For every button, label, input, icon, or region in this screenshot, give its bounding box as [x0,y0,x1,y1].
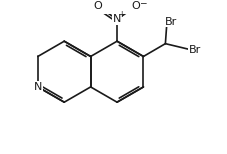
Text: −: − [139,0,146,7]
Text: Br: Br [164,17,177,27]
Text: O: O [94,2,103,11]
Text: Br: Br [189,45,201,55]
Text: O: O [132,2,140,11]
Text: +: + [118,10,124,19]
Text: N: N [34,82,42,92]
Text: N: N [113,14,121,24]
